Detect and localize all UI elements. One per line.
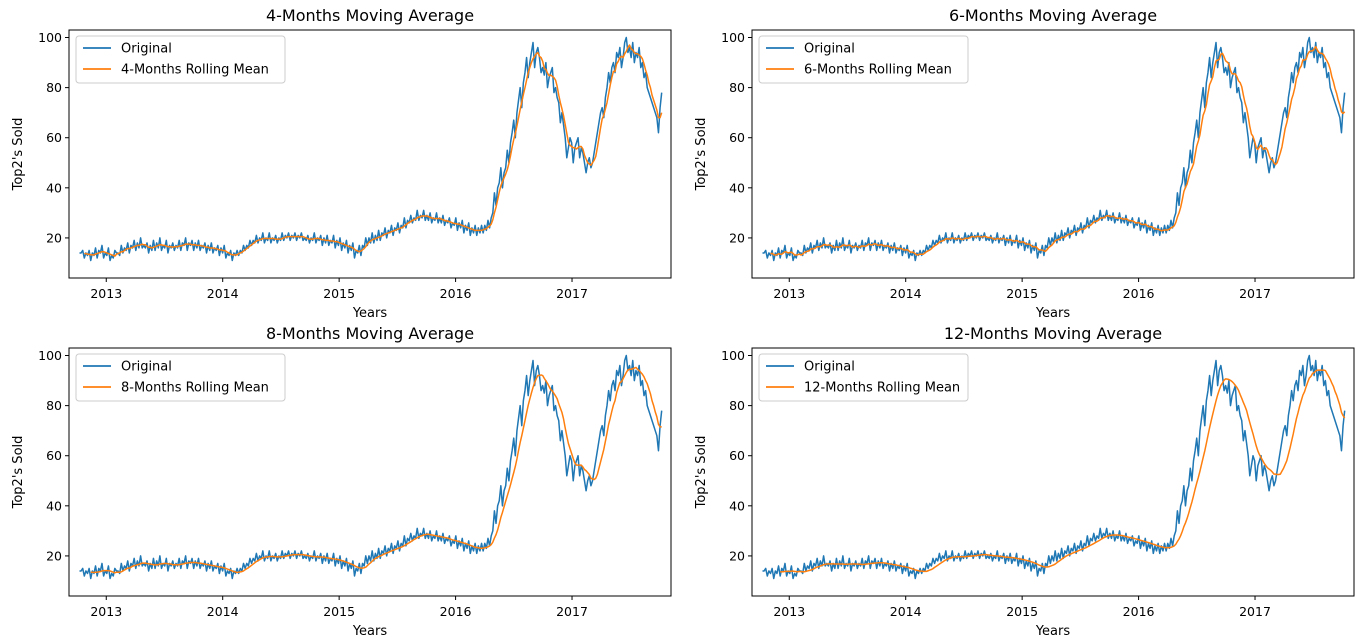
x-tick-label: 2013 (90, 286, 122, 301)
x-tick-label: 2016 (1123, 286, 1155, 301)
series-rolling-mean-line (780, 369, 1346, 573)
x-tick-label: 2014 (207, 604, 239, 619)
chart-6-months: 6-Months Moving Average 20 40 60 80 100 2013 20… (683, 0, 1366, 321)
y-tick-label: 100 (38, 348, 62, 363)
legend-label: Original (804, 42, 855, 57)
y-tick-label: 40 (729, 180, 745, 195)
x-tick-label: 2013 (773, 286, 805, 301)
y-tick-label: 20 (46, 230, 62, 245)
legend-box (75, 353, 286, 402)
x-tick-label: 2014 (207, 286, 239, 301)
legend: Original 4-Months Rolling Mean (75, 35, 286, 84)
x-tick-label: 2017 (556, 604, 588, 619)
x-axis-label: Years (352, 306, 388, 321)
chart-svg: 12-Months Moving Average 20 40 60 80 100 2013 2… (694, 324, 1355, 637)
legend: Original 12-Months Rolling Mean (758, 353, 969, 402)
y-tick-label: 100 (38, 30, 62, 45)
legend-box (75, 35, 286, 84)
chart-svg: 8-Months Moving Average 20 40 60 80 100 2013 20… (11, 324, 672, 637)
x-tick-label: 2014 (890, 604, 922, 619)
plot-frame (751, 29, 1355, 279)
chart-title: 8-Months Moving Average (266, 324, 474, 343)
y-axis-label: Top2's Sold (694, 436, 709, 510)
x-axis-label: Years (1035, 624, 1071, 637)
x-tick-label: 2016 (1123, 604, 1155, 619)
y-axis-label: Top2's Sold (11, 118, 26, 192)
legend-label: Original (804, 360, 855, 375)
plot-frame (68, 347, 672, 597)
y-tick-label: 20 (46, 548, 62, 563)
legend-box (758, 35, 969, 84)
x-tick-label: 2015 (1006, 286, 1038, 301)
legend-label: 12-Months Rolling Mean (804, 381, 960, 396)
x-tick-label: 2015 (1006, 604, 1038, 619)
x-tick-label: 2017 (556, 286, 588, 301)
chart-12-months: 12-Months Moving Average 20 40 60 80 100 2013 2… (683, 318, 1366, 637)
y-tick-label: 80 (729, 398, 745, 413)
y-tick-label: 100 (721, 30, 745, 45)
legend: Original 6-Months Rolling Mean (758, 35, 969, 84)
y-tick-label: 100 (721, 348, 745, 363)
chart-8-months: 8-Months Moving Average 20 40 60 80 100 2013 20… (0, 318, 683, 637)
y-tick-label: 80 (46, 80, 62, 95)
legend-label: Original (121, 42, 172, 57)
y-tick-label: 20 (729, 230, 745, 245)
x-tick-label: 2013 (773, 604, 805, 619)
series-rolling-mean-line (770, 45, 1346, 256)
chart-title: 6-Months Moving Average (949, 6, 1157, 25)
y-axis-label: Top2's Sold (11, 436, 26, 510)
chart-svg: 4-Months Moving Average 20 40 60 80 100 2013 20… (11, 6, 672, 321)
y-axis-label: Top2's Sold (694, 118, 709, 192)
legend-label: 8-Months Rolling Mean (121, 381, 269, 396)
chart-title: 4-Months Moving Average (266, 6, 474, 25)
y-tick-label: 60 (46, 130, 62, 145)
series-rolling-mean-line (84, 44, 663, 257)
legend-label: 6-Months Rolling Mean (804, 63, 952, 78)
x-tick-label: 2017 (1239, 286, 1271, 301)
legend-box (758, 353, 969, 402)
legend-label: 4-Months Rolling Mean (121, 63, 269, 78)
y-tick-label: 20 (729, 548, 745, 563)
plot-frame (68, 29, 672, 279)
x-tick-label: 2013 (90, 604, 122, 619)
legend: Original 8-Months Rolling Mean (75, 353, 286, 402)
x-tick-label: 2015 (323, 604, 355, 619)
y-tick-label: 40 (729, 498, 745, 513)
y-tick-label: 60 (729, 130, 745, 145)
y-tick-label: 80 (46, 398, 62, 413)
chart-svg: 6-Months Moving Average 20 40 60 80 100 2013 20… (694, 6, 1355, 321)
x-axis-label: Years (352, 624, 388, 637)
plot-frame (751, 347, 1355, 597)
chart-title: 12-Months Moving Average (944, 324, 1162, 343)
y-tick-label: 60 (729, 448, 745, 463)
x-tick-label: 2016 (440, 604, 472, 619)
y-tick-label: 40 (46, 498, 62, 513)
x-tick-label: 2014 (890, 286, 922, 301)
chart-4-months: 4-Months Moving Average 20 40 60 80 100 2013 20… (0, 0, 683, 321)
y-tick-label: 60 (46, 448, 62, 463)
x-tick-label: 2016 (440, 286, 472, 301)
x-tick-label: 2015 (323, 286, 355, 301)
x-axis-label: Years (1035, 306, 1071, 321)
y-tick-label: 40 (46, 180, 62, 195)
y-tick-label: 80 (729, 80, 745, 95)
legend-label: Original (121, 360, 172, 375)
series-rolling-mean-line (90, 366, 662, 574)
x-tick-label: 2017 (1239, 604, 1271, 619)
